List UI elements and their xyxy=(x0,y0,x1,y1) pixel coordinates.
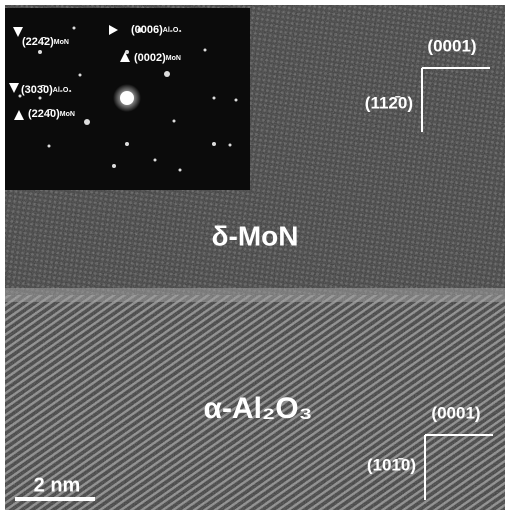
axis-label: (0001) xyxy=(427,36,476,55)
tem-image: (224̄2)MoN (0006)Al₂O₃ (0002)MoN (303̄0)… xyxy=(0,0,509,514)
diffraction-inset: (224̄2)MoN (0006)Al₂O₃ (0002)MoN (303̄0)… xyxy=(5,8,250,190)
axis-label: (101̄0) xyxy=(367,455,416,474)
axis-label: (112̄0) xyxy=(365,93,413,112)
page: {"micrograph": { "inset": [ {"index": "(… xyxy=(0,0,509,514)
scale-bar xyxy=(15,497,95,501)
scale-bar-label: 2 nm xyxy=(34,474,81,496)
layer-label: δ-MoN xyxy=(212,220,299,251)
axis-label: (0001) xyxy=(431,403,480,422)
layer-label: α-Al₂O₃ xyxy=(204,392,313,425)
